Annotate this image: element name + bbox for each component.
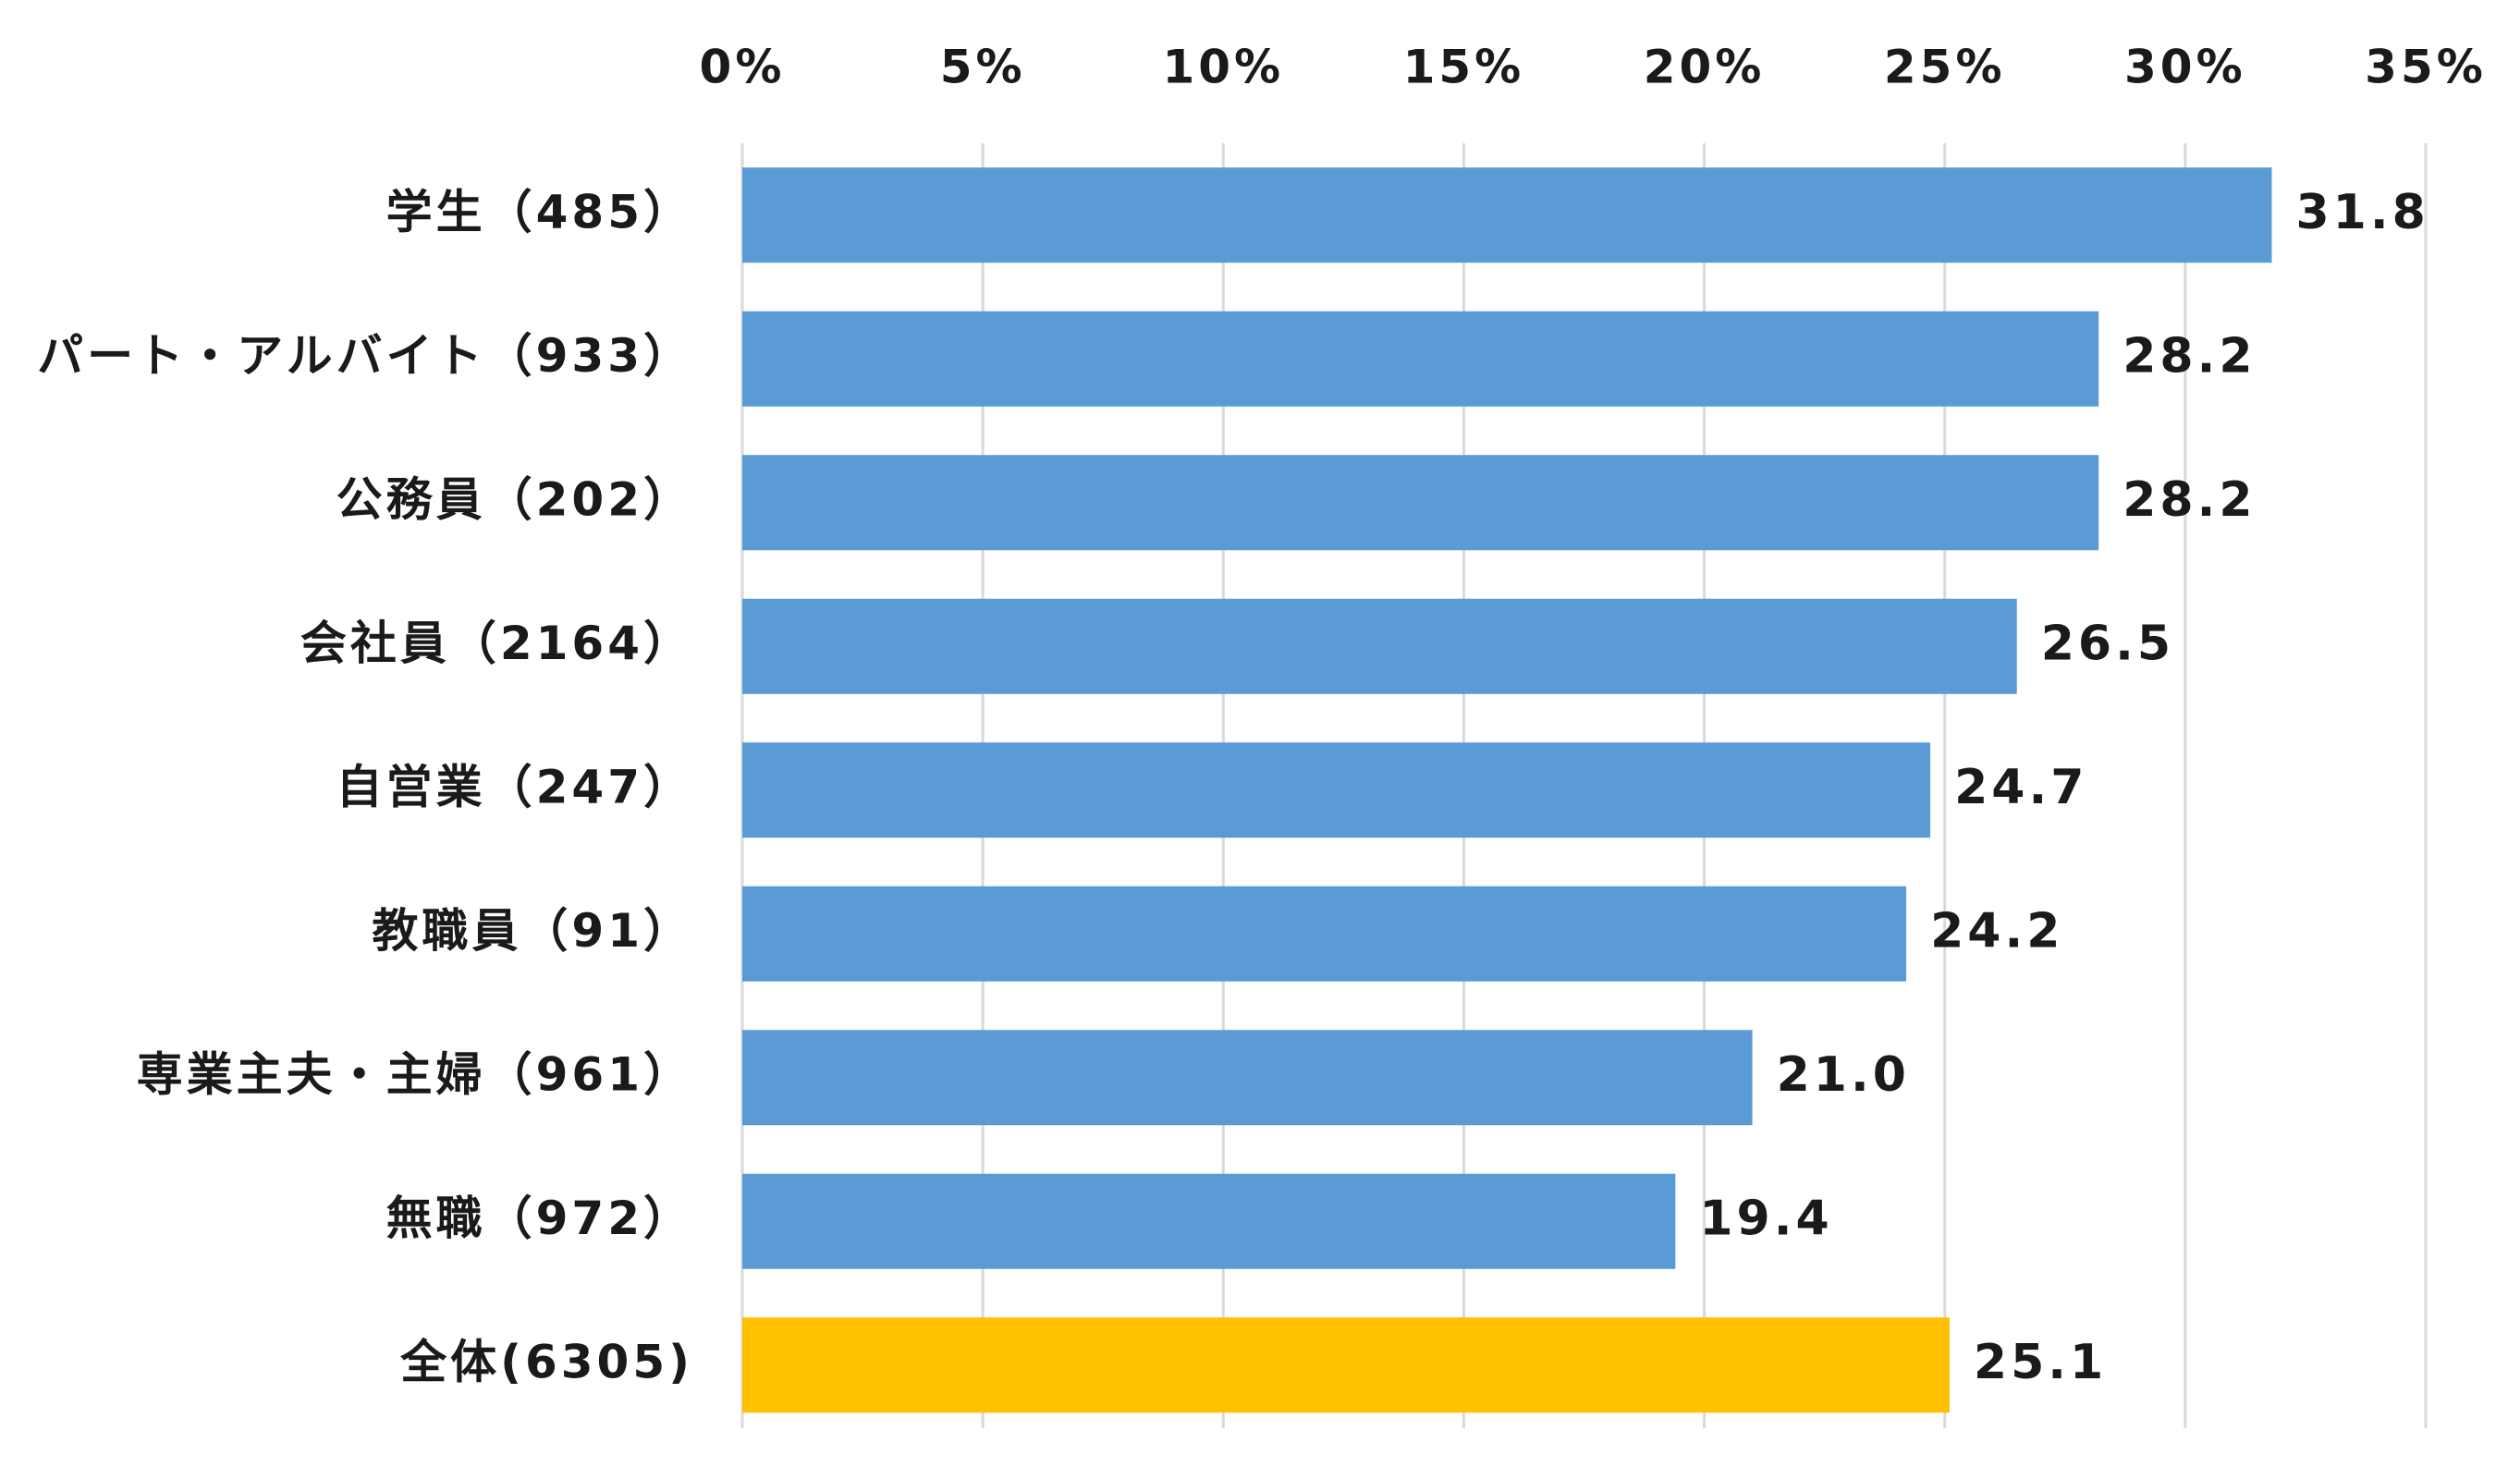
data-label: 21.0 [1777, 1047, 1910, 1103]
bar [742, 1317, 1950, 1413]
data-label: 24.7 [1954, 760, 2087, 815]
category-label: 専業主夫・主婦（961） [137, 1047, 693, 1101]
category-label: 教職員（91） [372, 904, 693, 958]
category-label: 公務員（202） [336, 472, 693, 526]
x-tick-label: 35% [2365, 41, 2487, 94]
bar [742, 1173, 1676, 1269]
x-axis-ticks: 0% 5% 10% 15% 20% 25% 30% 35% [700, 41, 2487, 94]
x-tick-label: 5% [940, 41, 1026, 94]
data-label: 19.4 [1699, 1191, 1832, 1246]
x-tick-label: 30% [2124, 41, 2246, 94]
data-label: 24.2 [1930, 903, 2063, 959]
category-label: 自営業（247） [336, 760, 693, 813]
category-label: 無職（972） [386, 1192, 693, 1245]
category-labels: 学生（485） パート・アルバイト（933） 公務員（202） 会社員（2164） 自営… [37, 185, 693, 1388]
data-label: 28.2 [2122, 328, 2256, 384]
x-tick-label: 10% [1162, 41, 1284, 94]
data-label: 31.8 [2296, 185, 2429, 240]
category-label: パート・アルバイト（933） [37, 329, 693, 383]
bar [742, 167, 2272, 263]
bar [742, 311, 2099, 407]
bar [742, 598, 2017, 694]
data-label: 25.1 [1974, 1335, 2107, 1390]
bar [742, 1030, 1753, 1126]
data-label: 26.5 [2041, 616, 2174, 671]
data-label: 28.2 [2122, 472, 2256, 528]
x-tick-label: 20% [1644, 41, 1766, 94]
bar [742, 742, 1931, 838]
x-tick-label: 0% [700, 41, 786, 94]
x-tick-label: 15% [1403, 41, 1525, 94]
bar [742, 886, 1907, 982]
bar [742, 455, 2099, 551]
category-label: 全体(6305) [399, 1335, 693, 1388]
bars [742, 167, 2272, 1413]
x-tick-label: 25% [1884, 41, 2006, 94]
value-labels: 31.8 28.2 28.2 26.5 24.7 24.2 21.0 19.4 25.1 [1699, 185, 2429, 1390]
category-label: 学生（485） [386, 185, 693, 238]
category-label: 会社員（2164） [300, 617, 693, 670]
